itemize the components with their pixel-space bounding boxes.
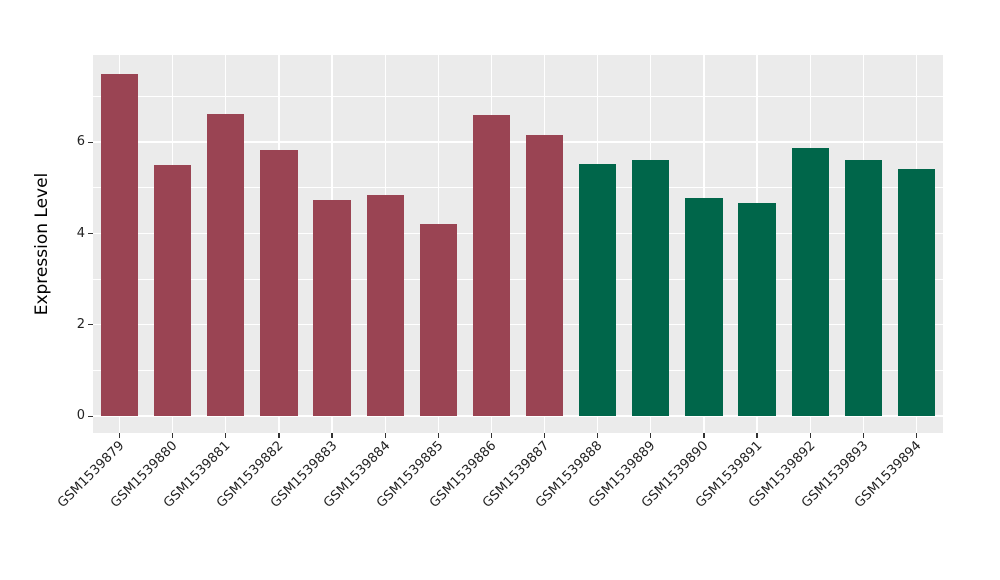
bar-GSM1539894 bbox=[897, 169, 936, 417]
x-tick-mark bbox=[650, 433, 652, 438]
y-tick-mark bbox=[88, 141, 93, 143]
minor-gridline bbox=[93, 278, 943, 280]
bar-GSM1539889 bbox=[632, 160, 670, 417]
y-tick-mark bbox=[88, 415, 93, 417]
y-tick-mark bbox=[88, 232, 93, 235]
y-tick-label: 4 bbox=[76, 225, 85, 241]
x-tick-mark bbox=[703, 433, 705, 438]
x-tick-mark bbox=[225, 433, 227, 438]
bar-GSM1539893 bbox=[844, 159, 882, 417]
bar-GSM1539887 bbox=[525, 134, 564, 417]
bar-GSM1539879 bbox=[100, 73, 139, 417]
y-axis-title: Expression Level bbox=[32, 172, 52, 316]
bar-GSM1539885 bbox=[419, 223, 457, 417]
x-tick-mark bbox=[278, 433, 280, 438]
x-tick-mark bbox=[437, 433, 439, 438]
bar-GSM1539880 bbox=[154, 165, 192, 417]
major-gridline bbox=[93, 415, 943, 417]
y-tick-label: 6 bbox=[76, 134, 85, 150]
plot-panel bbox=[93, 55, 943, 433]
bar-GSM1539884 bbox=[366, 195, 404, 417]
minor-gridline bbox=[93, 187, 943, 189]
x-tick-mark bbox=[543, 433, 546, 438]
y-tick-label: 0 bbox=[76, 408, 85, 424]
x-tick-mark bbox=[118, 433, 121, 438]
major-gridline bbox=[93, 232, 943, 235]
bar-GSM1539890 bbox=[685, 198, 723, 417]
x-tick-mark bbox=[756, 433, 758, 438]
y-tick-mark bbox=[88, 324, 93, 326]
bar-GSM1539891 bbox=[738, 203, 776, 417]
x-tick-mark bbox=[862, 433, 864, 438]
x-tick-mark bbox=[809, 433, 811, 438]
x-tick-mark bbox=[915, 433, 918, 438]
x-tick-mark bbox=[172, 433, 174, 438]
x-tick-mark bbox=[597, 433, 599, 438]
bar-GSM1539881 bbox=[207, 113, 245, 417]
minor-gridline bbox=[93, 96, 943, 97]
major-gridline bbox=[93, 324, 943, 326]
major-gridline bbox=[93, 141, 943, 143]
x-tick-mark bbox=[384, 433, 386, 438]
y-tick-label: 2 bbox=[76, 316, 85, 332]
x-tick-mark bbox=[331, 433, 333, 438]
bar-GSM1539882 bbox=[260, 149, 298, 417]
minor-gridline bbox=[93, 370, 943, 371]
bar-GSM1539886 bbox=[472, 114, 511, 417]
bar-GSM1539883 bbox=[313, 200, 351, 417]
bar-GSM1539888 bbox=[579, 163, 617, 417]
bar-GSM1539892 bbox=[791, 148, 829, 417]
x-tick-mark bbox=[490, 433, 493, 438]
